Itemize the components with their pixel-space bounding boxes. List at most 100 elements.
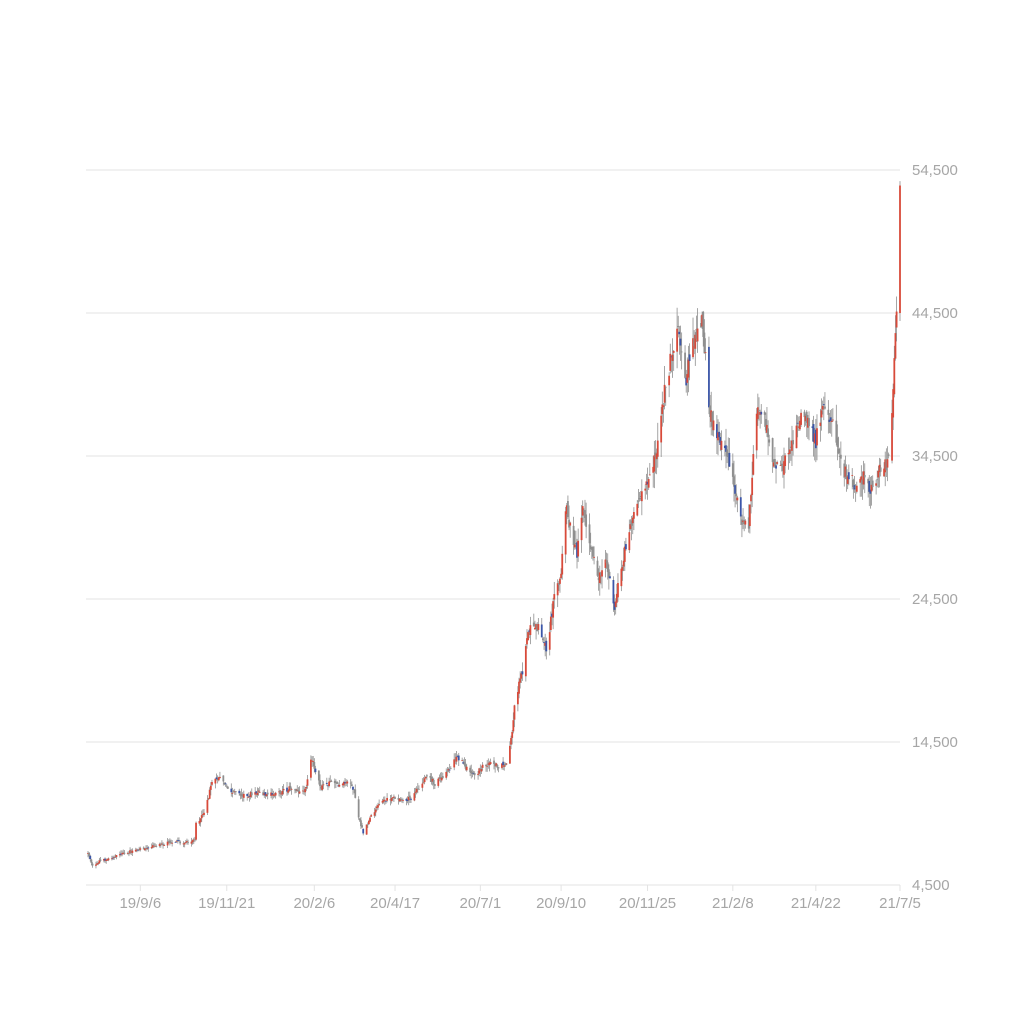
candle-body [480,768,483,772]
y-tick-label: 34,500 [912,448,958,465]
candle-body [394,797,396,799]
candle-body [767,428,769,438]
candle-body [342,782,345,786]
candle-body [375,806,378,809]
candle-body [335,782,337,784]
candle-body [424,776,427,779]
candle-body [374,809,377,813]
candle-body [400,799,403,800]
candle-body [129,850,131,854]
candle-body [438,777,441,779]
y-tick-label: 44,500 [912,305,958,322]
candle-body [248,796,251,797]
candle-body [671,354,674,361]
candle-body [88,852,91,857]
candle-body [329,780,332,782]
candle-body [333,780,336,784]
candle-body [449,768,452,770]
candle-body [239,793,242,795]
candle-body [493,760,495,765]
candle-body [137,849,139,851]
candle-body [154,845,156,847]
candle-body [796,422,799,424]
candle-body [557,582,560,586]
candle-body [224,783,227,785]
candle-body [568,519,570,528]
candle-body [110,858,113,860]
candle-body [416,788,419,790]
candle-body [288,786,291,791]
candle-body [186,841,188,843]
candle-body [670,356,673,358]
candle-body [518,681,520,694]
candle-body [727,454,730,458]
candle-body [422,782,425,784]
candle-body [208,789,211,799]
candle-body [877,470,880,478]
candle-body [338,784,341,787]
candle-body [632,512,635,519]
candle-body [103,858,105,861]
candle-body [453,759,456,768]
candle-body [520,673,523,679]
candle-body [357,799,360,818]
candle-body [399,799,402,801]
candle-body [240,793,243,797]
candle-body [899,185,901,314]
candle-body [258,791,261,793]
candle-body [382,799,385,802]
candle-body [502,761,504,766]
candle-body [771,438,774,463]
x-tick-label: 19/9/6 [119,895,161,912]
candle-body [543,642,545,644]
candle-body [122,852,125,855]
candle-body [884,459,887,473]
candle-body [433,784,436,786]
candle-body [734,485,736,494]
candle-body [614,601,617,608]
candle-body [527,632,530,641]
candle-body [800,412,802,425]
candle-body [501,763,503,768]
candle-body [728,452,731,467]
candle-body [581,506,584,516]
candle-body [143,848,146,851]
candle-body [644,488,647,491]
candle-body [612,579,615,604]
candle-body [145,847,147,849]
candle-body [613,601,616,610]
candle-body [465,766,468,771]
candle-body [772,462,775,467]
candle-body [535,624,537,629]
candle-body [846,476,849,484]
candle-body [511,731,514,738]
candle-body [787,452,790,455]
candle-body [664,386,667,388]
candle-body [464,764,467,769]
candle-body [704,352,707,354]
candle-body [837,448,840,454]
candle-body [230,788,233,793]
candle-body [886,459,889,468]
candle-body [512,720,515,732]
candle-body [203,812,205,816]
candle-body [717,432,719,441]
candle-body [744,520,747,525]
candle-body [565,505,568,515]
candle-body [640,491,643,502]
candle-body [838,456,841,457]
candle-body [788,449,791,454]
candle-body [311,760,313,762]
candle-body [751,477,754,496]
candle-body [723,445,726,449]
candle-body [513,705,516,720]
candle-body [638,497,641,500]
candle-body [879,467,882,472]
candle-body [584,510,586,518]
candle-body [381,800,384,803]
candle-body [138,849,141,851]
candle-body [604,559,607,568]
candle-body [805,411,808,423]
candle-body [407,796,410,801]
candle-body [242,793,245,798]
